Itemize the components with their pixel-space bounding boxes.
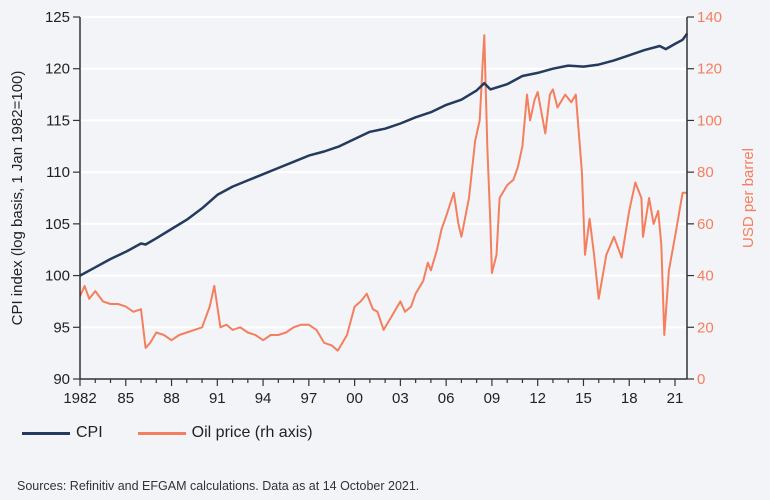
x-tick-label: 94 [255, 390, 272, 407]
x-tick-label: 06 [438, 390, 455, 407]
x-tick-label: 91 [209, 390, 226, 407]
cpi-oil-chart: 90 95 100 105 110 115 120 125 0 20 40 60 80 100 120 140… [9, 9, 757, 407]
y-tick-label: 105 [45, 216, 70, 233]
x-tick-label: 12 [529, 390, 546, 407]
oil-price-line [79, 34, 688, 352]
x-tick-label: 1982 [63, 390, 96, 407]
y2-tick-label: 80 [697, 164, 714, 181]
y-axis-label: CPI index (log basis, 1 Jan 1982=100) [9, 71, 26, 326]
y2-axis-label: USD per barrel [740, 148, 757, 248]
x-tick-label: 85 [117, 390, 134, 407]
x-tick-label: 03 [392, 390, 409, 407]
y-tick-label: 120 [45, 61, 70, 78]
x-tick-label: 18 [621, 390, 638, 407]
y2-tick-label: 40 [697, 268, 714, 285]
axes: 90 95 100 105 110 115 120 125 0 20 40 60 80 100 120 140… [45, 9, 722, 407]
y-tick-label: 115 [46, 112, 70, 129]
y2-tick-label: 20 [697, 319, 714, 336]
y2-tick-label: 120 [697, 61, 722, 78]
y2-tick-label: 140 [697, 9, 722, 26]
y2-tick-label: 100 [697, 112, 722, 129]
y-tick-label: 100 [45, 268, 70, 285]
y-tick-label: 110 [46, 164, 70, 181]
legend: CPI Oil price (rh axis) [22, 424, 348, 442]
y2-tick-label: 0 [697, 371, 705, 388]
x-tick-label: 00 [346, 390, 363, 407]
x-tick-label: 97 [301, 390, 318, 407]
legend-item-cpi: CPI [22, 424, 103, 442]
y-tick-label: 90 [53, 371, 70, 388]
source-note: Sources: Refinitiv and EFGAM calculation… [17, 479, 420, 493]
y2-tick-label: 60 [697, 216, 714, 233]
legend-label-oil: Oil price (rh axis) [191, 424, 313, 441]
legend-swatch-oil [137, 431, 186, 435]
series-lines [79, 32, 689, 352]
x-tick-label: 15 [575, 390, 592, 407]
legend-swatch-cpi [22, 431, 70, 435]
x-tick-label: 09 [484, 390, 501, 407]
x-tick-label: 88 [163, 390, 180, 407]
y-tick-label: 125 [45, 9, 70, 26]
cpi-line [79, 32, 689, 277]
y-tick-label: 95 [53, 319, 70, 336]
legend-item-oil: Oil price (rh axis) [137, 424, 313, 442]
legend-label-cpi: CPI [76, 424, 103, 441]
x-tick-label: 21 [667, 390, 684, 407]
